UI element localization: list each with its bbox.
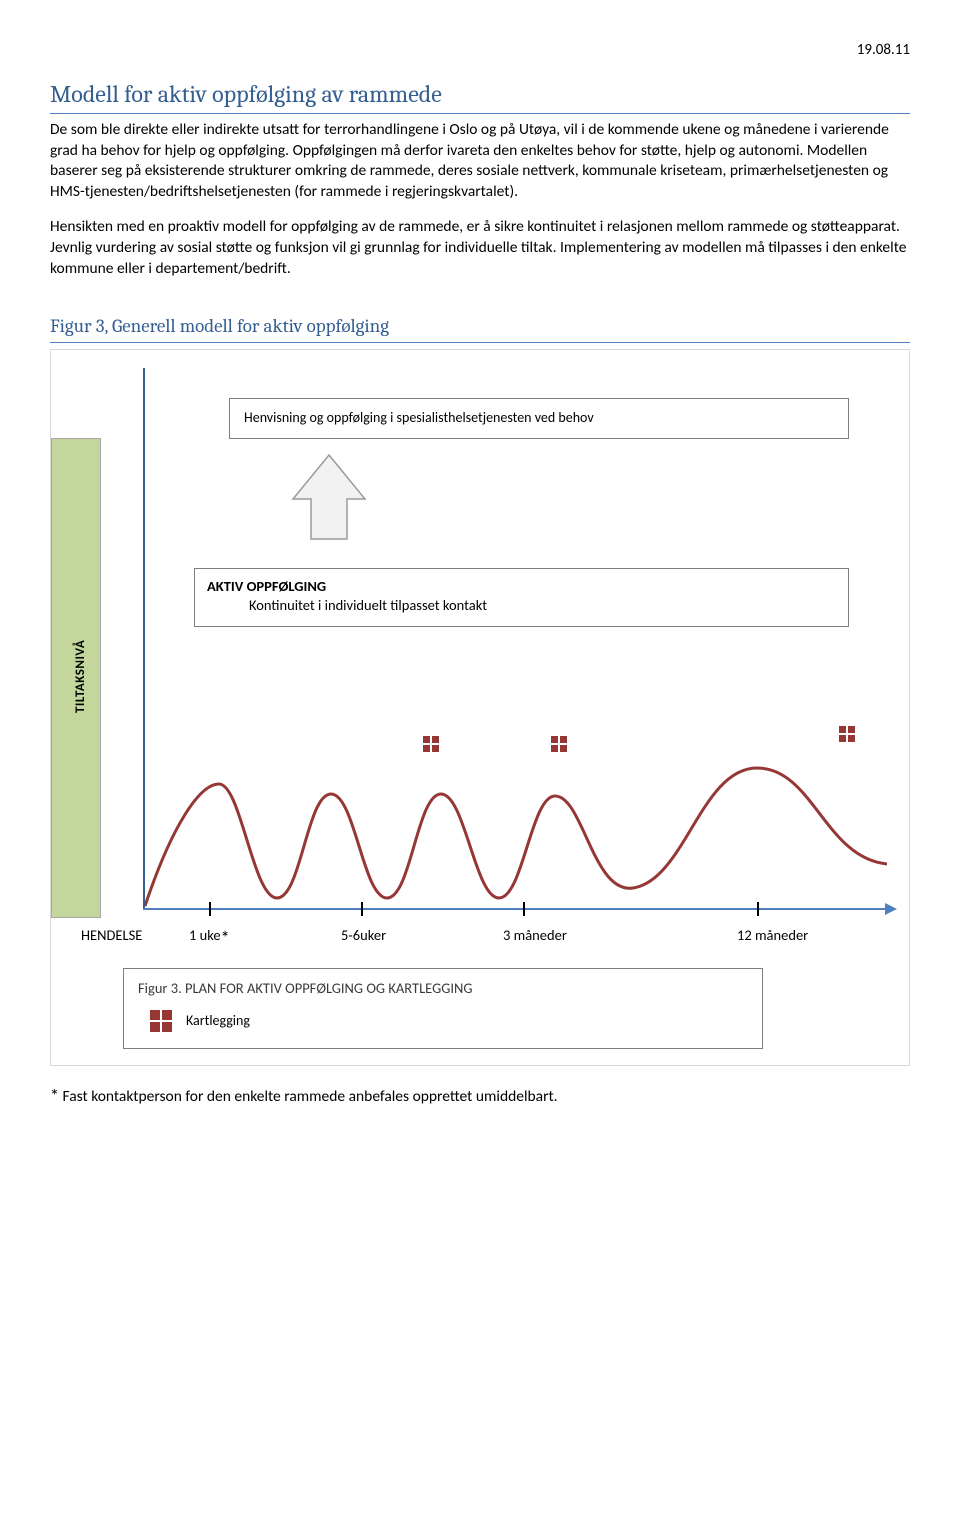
active-followup-title: AKTIV OPPFØLGING [207,577,836,597]
x-tick [757,902,759,916]
referral-box: Henvisning og oppfølging i spesialisthel… [229,398,849,439]
x-tick-label: HENDELSE [81,926,142,946]
wave-chart [145,698,887,910]
chart-area: Henvisning og oppfølging i spesialisthel… [109,368,889,938]
x-tick-label: 12 måneder [737,926,808,946]
paragraph-2: Hensikten med en proaktiv modell for opp… [50,217,910,280]
marker-icon [551,736,567,752]
header-date: 19.08.11 [50,40,910,60]
x-tick [361,902,363,916]
marker-icon [148,1008,174,1034]
y-axis-label: TILTAKSNIVÅ [72,639,90,712]
footnote-star-icon: * [50,1085,59,1107]
marker-icon [423,736,439,752]
x-tick [209,902,211,916]
footnote-text: Fast kontaktperson for den enkelte ramme… [62,1087,557,1106]
active-followup-sub: Kontinuitet i individuelt tilpasset kont… [249,596,836,616]
active-followup-box: AKTIV OPPFØLGING Kontinuitet i individue… [194,568,849,627]
up-arrow-icon [289,453,369,543]
footnote: * Fast kontaktperson for den enkelte ram… [50,1084,910,1108]
paragraph-1: De som ble direkte eller indirekte utsat… [50,120,910,204]
marker-icon [839,726,855,742]
x-tick-label: 1 uke * [189,926,221,946]
legend-item-label: Kartlegging [186,1012,250,1031]
legend-box: Figur 3. PLAN FOR AKTIV OPPFØLGING OG KA… [123,968,763,1050]
diagram-container: TILTAKSNIVÅ Henvisning og oppfølging i s… [50,349,910,1067]
figure-title: Figur 3, Generell modell for aktiv oppfø… [50,314,910,343]
x-tick-label: 5-6uker [341,926,386,946]
legend-title: Figur 3. PLAN FOR AKTIV OPPFØLGING OG KA… [138,979,748,999]
page-title: Modell for aktiv oppfølging av rammede [50,78,910,113]
x-tick-label: 3 måneder [503,926,567,946]
x-tick [523,902,525,916]
